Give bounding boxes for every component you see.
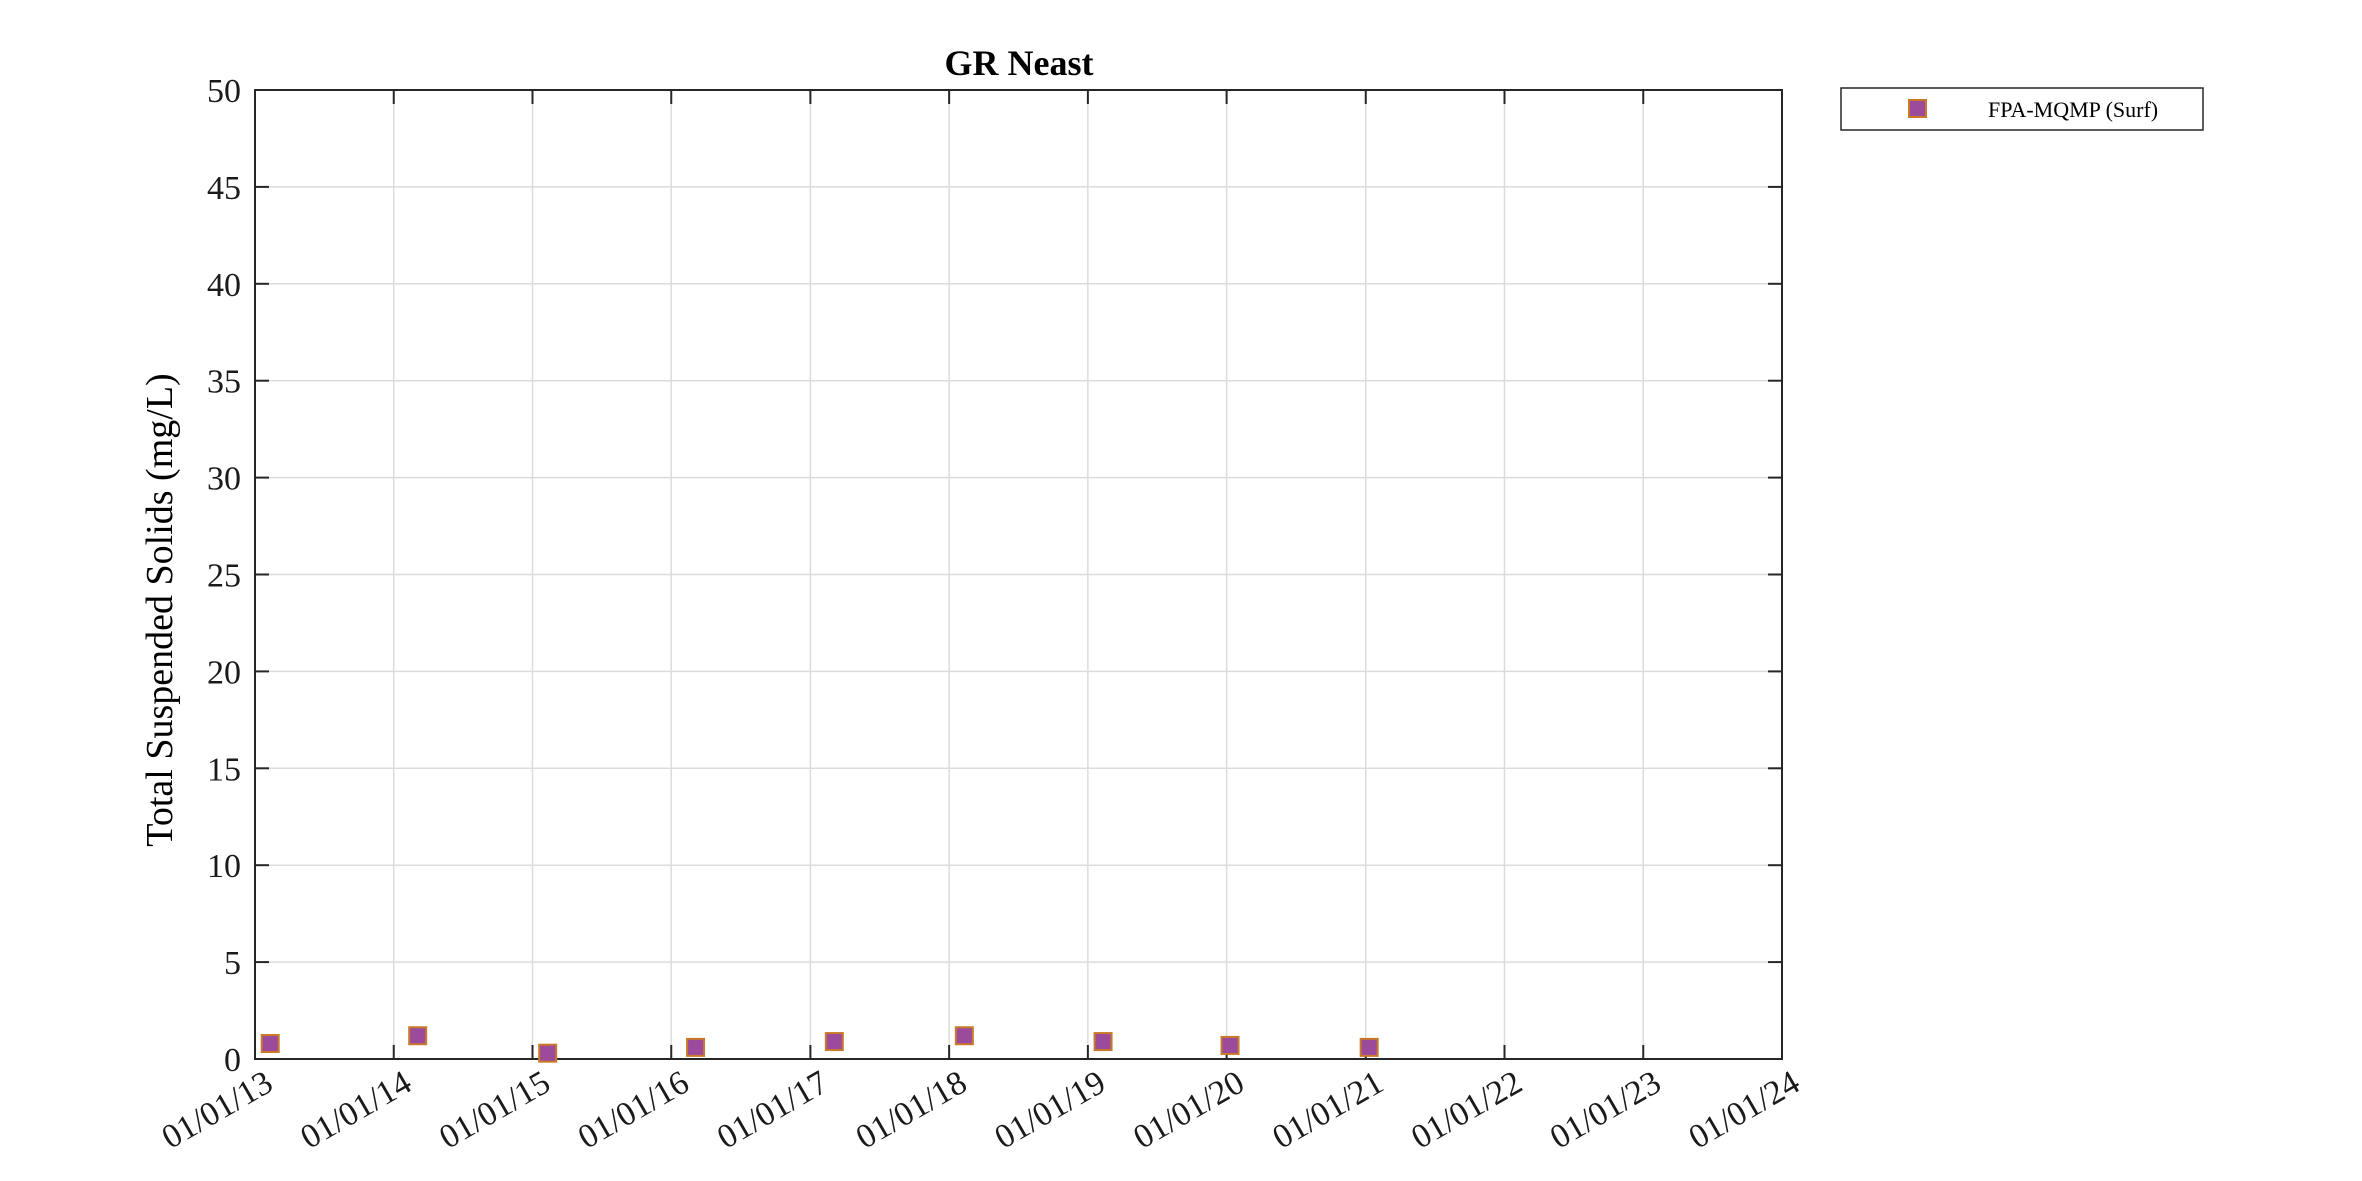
y-tick-label: 30 [207,461,241,498]
data-point [686,1037,706,1057]
legend-marker [1908,99,1927,118]
data-point [954,1026,974,1046]
legend-label: FPA-MQMP (Surf) [1988,97,2158,122]
data-points [260,1026,1379,1063]
data-point [260,1033,280,1053]
y-tick-label: 35 [207,364,241,401]
y-axis-label: Total Suspended Solids (mg/L) [139,373,181,846]
data-point [408,1026,428,1046]
y-tick-label: 25 [207,558,241,595]
data-point [824,1032,844,1052]
y-tick-label: 50 [207,73,241,110]
chart-title: GR Neast [945,43,1094,83]
y-tick-label: 20 [207,654,241,691]
y-tick-label: 0 [224,1042,241,1079]
data-point [1359,1037,1379,1057]
legend: FPA-MQMP (Surf) [1840,87,2204,131]
y-tick-label: 40 [207,267,241,304]
y-tick-label: 45 [207,170,241,207]
data-point [1220,1035,1240,1055]
data-point [1093,1032,1113,1052]
y-tick-label: 5 [224,945,241,982]
legend-box [1840,87,2204,131]
y-tick-label: 10 [207,848,241,885]
y-tick-label: 15 [207,751,241,788]
data-point [538,1043,558,1063]
